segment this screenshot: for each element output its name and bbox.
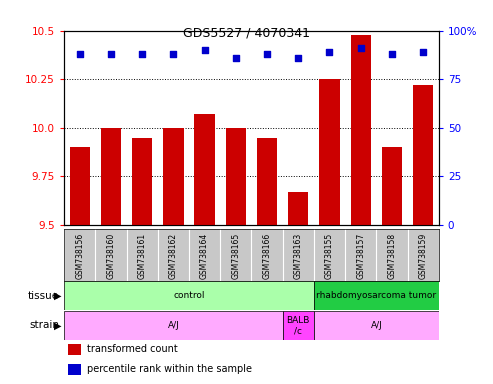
Point: [232, 55, 240, 61]
Point: [170, 51, 177, 57]
Bar: [64, 281, 314, 310]
Point: [107, 51, 115, 57]
Text: GSM738164: GSM738164: [200, 233, 209, 279]
Text: GSM738161: GSM738161: [138, 233, 146, 279]
Point: [201, 47, 209, 53]
Text: GSM738156: GSM738156: [75, 233, 84, 279]
Text: tissue: tissue: [28, 291, 59, 301]
Text: BALB
/c: BALB /c: [286, 316, 310, 335]
Text: GSM738162: GSM738162: [169, 233, 178, 279]
Point: [263, 51, 271, 57]
Text: A/J: A/J: [370, 321, 382, 330]
Bar: [257, 137, 277, 225]
Bar: [68, 344, 81, 355]
Bar: [68, 364, 81, 375]
Text: GDS5527 / 4070341: GDS5527 / 4070341: [183, 27, 310, 40]
Bar: [413, 85, 433, 225]
Bar: [314, 311, 439, 340]
Text: GSM738155: GSM738155: [325, 233, 334, 279]
Point: [388, 51, 396, 57]
Text: strain: strain: [29, 320, 59, 331]
Text: GSM738163: GSM738163: [294, 233, 303, 279]
Point: [76, 51, 84, 57]
Text: GSM738158: GSM738158: [387, 233, 396, 279]
Bar: [163, 128, 183, 225]
Bar: [382, 147, 402, 225]
Text: GSM738157: GSM738157: [356, 233, 365, 279]
Bar: [288, 192, 309, 225]
Text: transformed count: transformed count: [87, 344, 177, 354]
Bar: [314, 281, 439, 310]
Text: GSM738166: GSM738166: [263, 233, 272, 279]
Text: A/J: A/J: [168, 321, 179, 330]
Text: ▶: ▶: [54, 291, 62, 301]
Bar: [282, 311, 314, 340]
Bar: [319, 79, 340, 225]
Text: GSM738160: GSM738160: [106, 233, 115, 279]
Point: [138, 51, 146, 57]
Bar: [194, 114, 215, 225]
Bar: [64, 311, 282, 340]
Text: control: control: [173, 291, 205, 300]
Text: ▶: ▶: [54, 320, 62, 331]
Point: [294, 55, 302, 61]
Bar: [101, 128, 121, 225]
Text: GSM738159: GSM738159: [419, 233, 427, 279]
Text: percentile rank within the sample: percentile rank within the sample: [87, 364, 251, 374]
Bar: [132, 137, 152, 225]
Bar: [226, 128, 246, 225]
Point: [325, 49, 333, 55]
Bar: [70, 147, 90, 225]
Point: [357, 45, 365, 51]
Bar: [351, 35, 371, 225]
Text: GSM738165: GSM738165: [231, 233, 240, 279]
Text: rhabdomyosarcoma tumor: rhabdomyosarcoma tumor: [317, 291, 436, 300]
Point: [419, 49, 427, 55]
